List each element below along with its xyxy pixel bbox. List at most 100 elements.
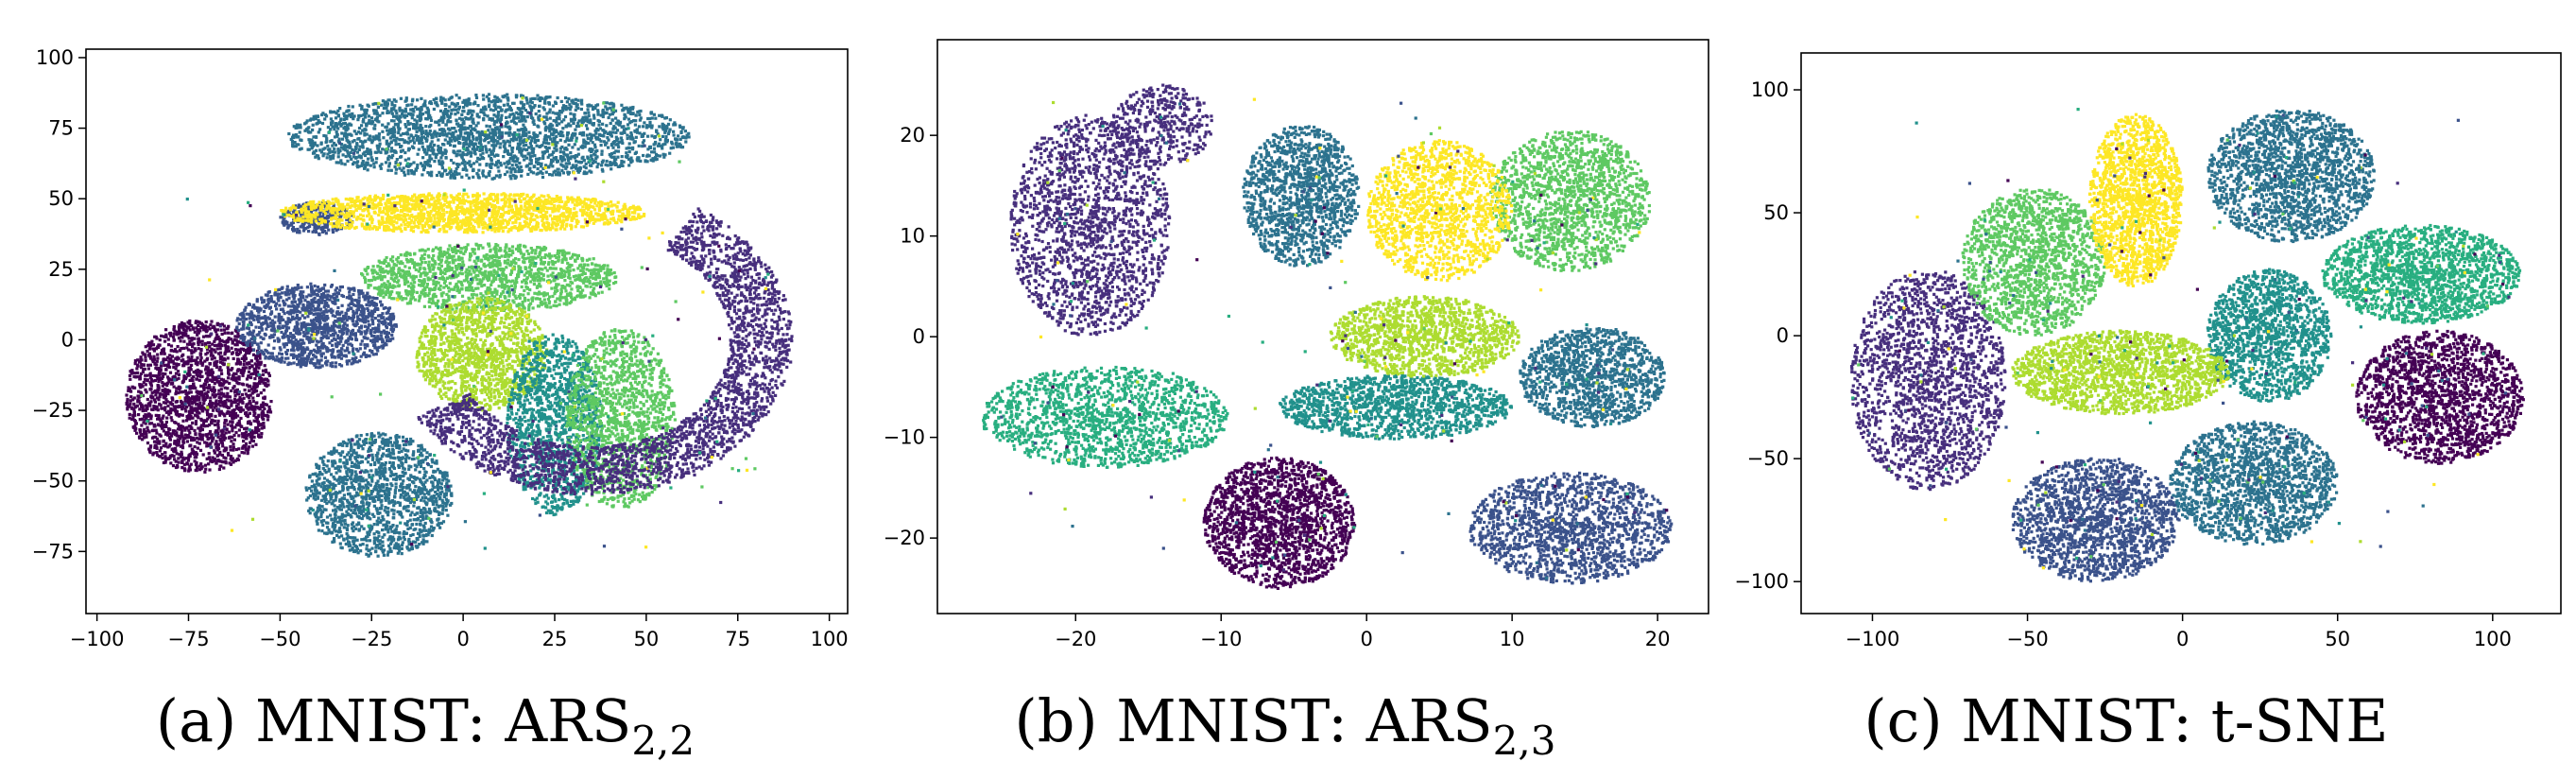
data-point [178,357,180,360]
data-point [392,461,395,464]
data-point [355,545,358,548]
data-point [376,523,379,526]
data-point [265,320,267,323]
data-point [291,316,294,319]
data-point [258,331,261,334]
data-point [344,312,347,315]
data-point [402,471,404,474]
data-point [191,402,194,405]
data-point [352,529,354,532]
data-point [300,365,302,368]
data-point [351,548,353,551]
data-point [347,343,350,346]
data-point [370,454,373,457]
data-point [327,459,330,462]
data-point [221,432,224,435]
data-point [212,375,215,378]
data-point [234,394,237,397]
data-point [428,511,431,514]
data-point [156,354,159,356]
data-point [385,477,387,480]
data-point [163,335,165,338]
data-point [441,475,444,477]
data-point [160,446,163,449]
data-point [379,488,382,491]
data-point [157,380,160,383]
data-point [134,362,137,365]
data-point [382,432,385,435]
data-point [338,289,341,292]
data-point [216,328,219,331]
data-point [169,372,172,374]
data-point [350,477,352,480]
data-point [360,355,363,358]
data-point [393,544,396,546]
data-point [370,480,373,483]
data-point [249,394,252,397]
data-point [140,366,143,369]
data-point [181,390,184,393]
data-point [411,491,414,493]
data-point [198,433,201,436]
data-point [237,368,240,371]
data-point [197,332,200,335]
data-point [436,493,438,495]
data-point [369,463,372,466]
data-point [386,483,388,486]
data-point [165,384,168,387]
data-point [227,338,230,341]
data-point [315,229,318,232]
data-point [395,486,398,489]
data-point [191,422,194,424]
data-point [339,443,342,446]
data-point [180,355,183,357]
data-point [350,446,352,449]
data-point [180,426,182,429]
data-point [375,473,378,476]
data-point [398,444,401,447]
data-point [426,492,429,494]
data-point [263,389,266,391]
data-point [253,420,256,423]
data-point [305,362,308,365]
data-point [233,425,236,428]
data-point [331,344,334,347]
data-point [355,309,358,312]
data-point [338,491,341,493]
data-point [197,324,199,327]
data-point [307,230,310,233]
data-point [129,374,131,377]
data-point [322,292,325,295]
data-point [316,339,318,342]
data-point [377,327,380,330]
data-point [338,508,341,511]
data-point [143,436,146,439]
data-point [401,544,404,546]
data-point [352,315,355,318]
data-point [139,377,142,380]
data-point [167,343,170,346]
data-point [333,297,335,300]
data-point [359,332,362,335]
data-point [353,509,356,511]
data-point [296,326,299,329]
data-point [313,349,316,352]
data-point [187,417,190,420]
data-point [335,472,338,475]
data-point [358,511,361,514]
data-point [331,464,334,467]
data-point [399,477,402,480]
data-point [266,418,269,421]
data-point [197,447,199,450]
data-point [341,304,344,307]
outlier-point [163,440,165,442]
data-point [138,428,141,431]
data-point [234,348,237,351]
data-point [350,454,352,457]
data-point [369,355,371,357]
data-point [326,225,329,228]
data-point [395,434,398,437]
data-point [175,401,178,404]
data-point [187,326,190,329]
data-point [208,341,211,344]
